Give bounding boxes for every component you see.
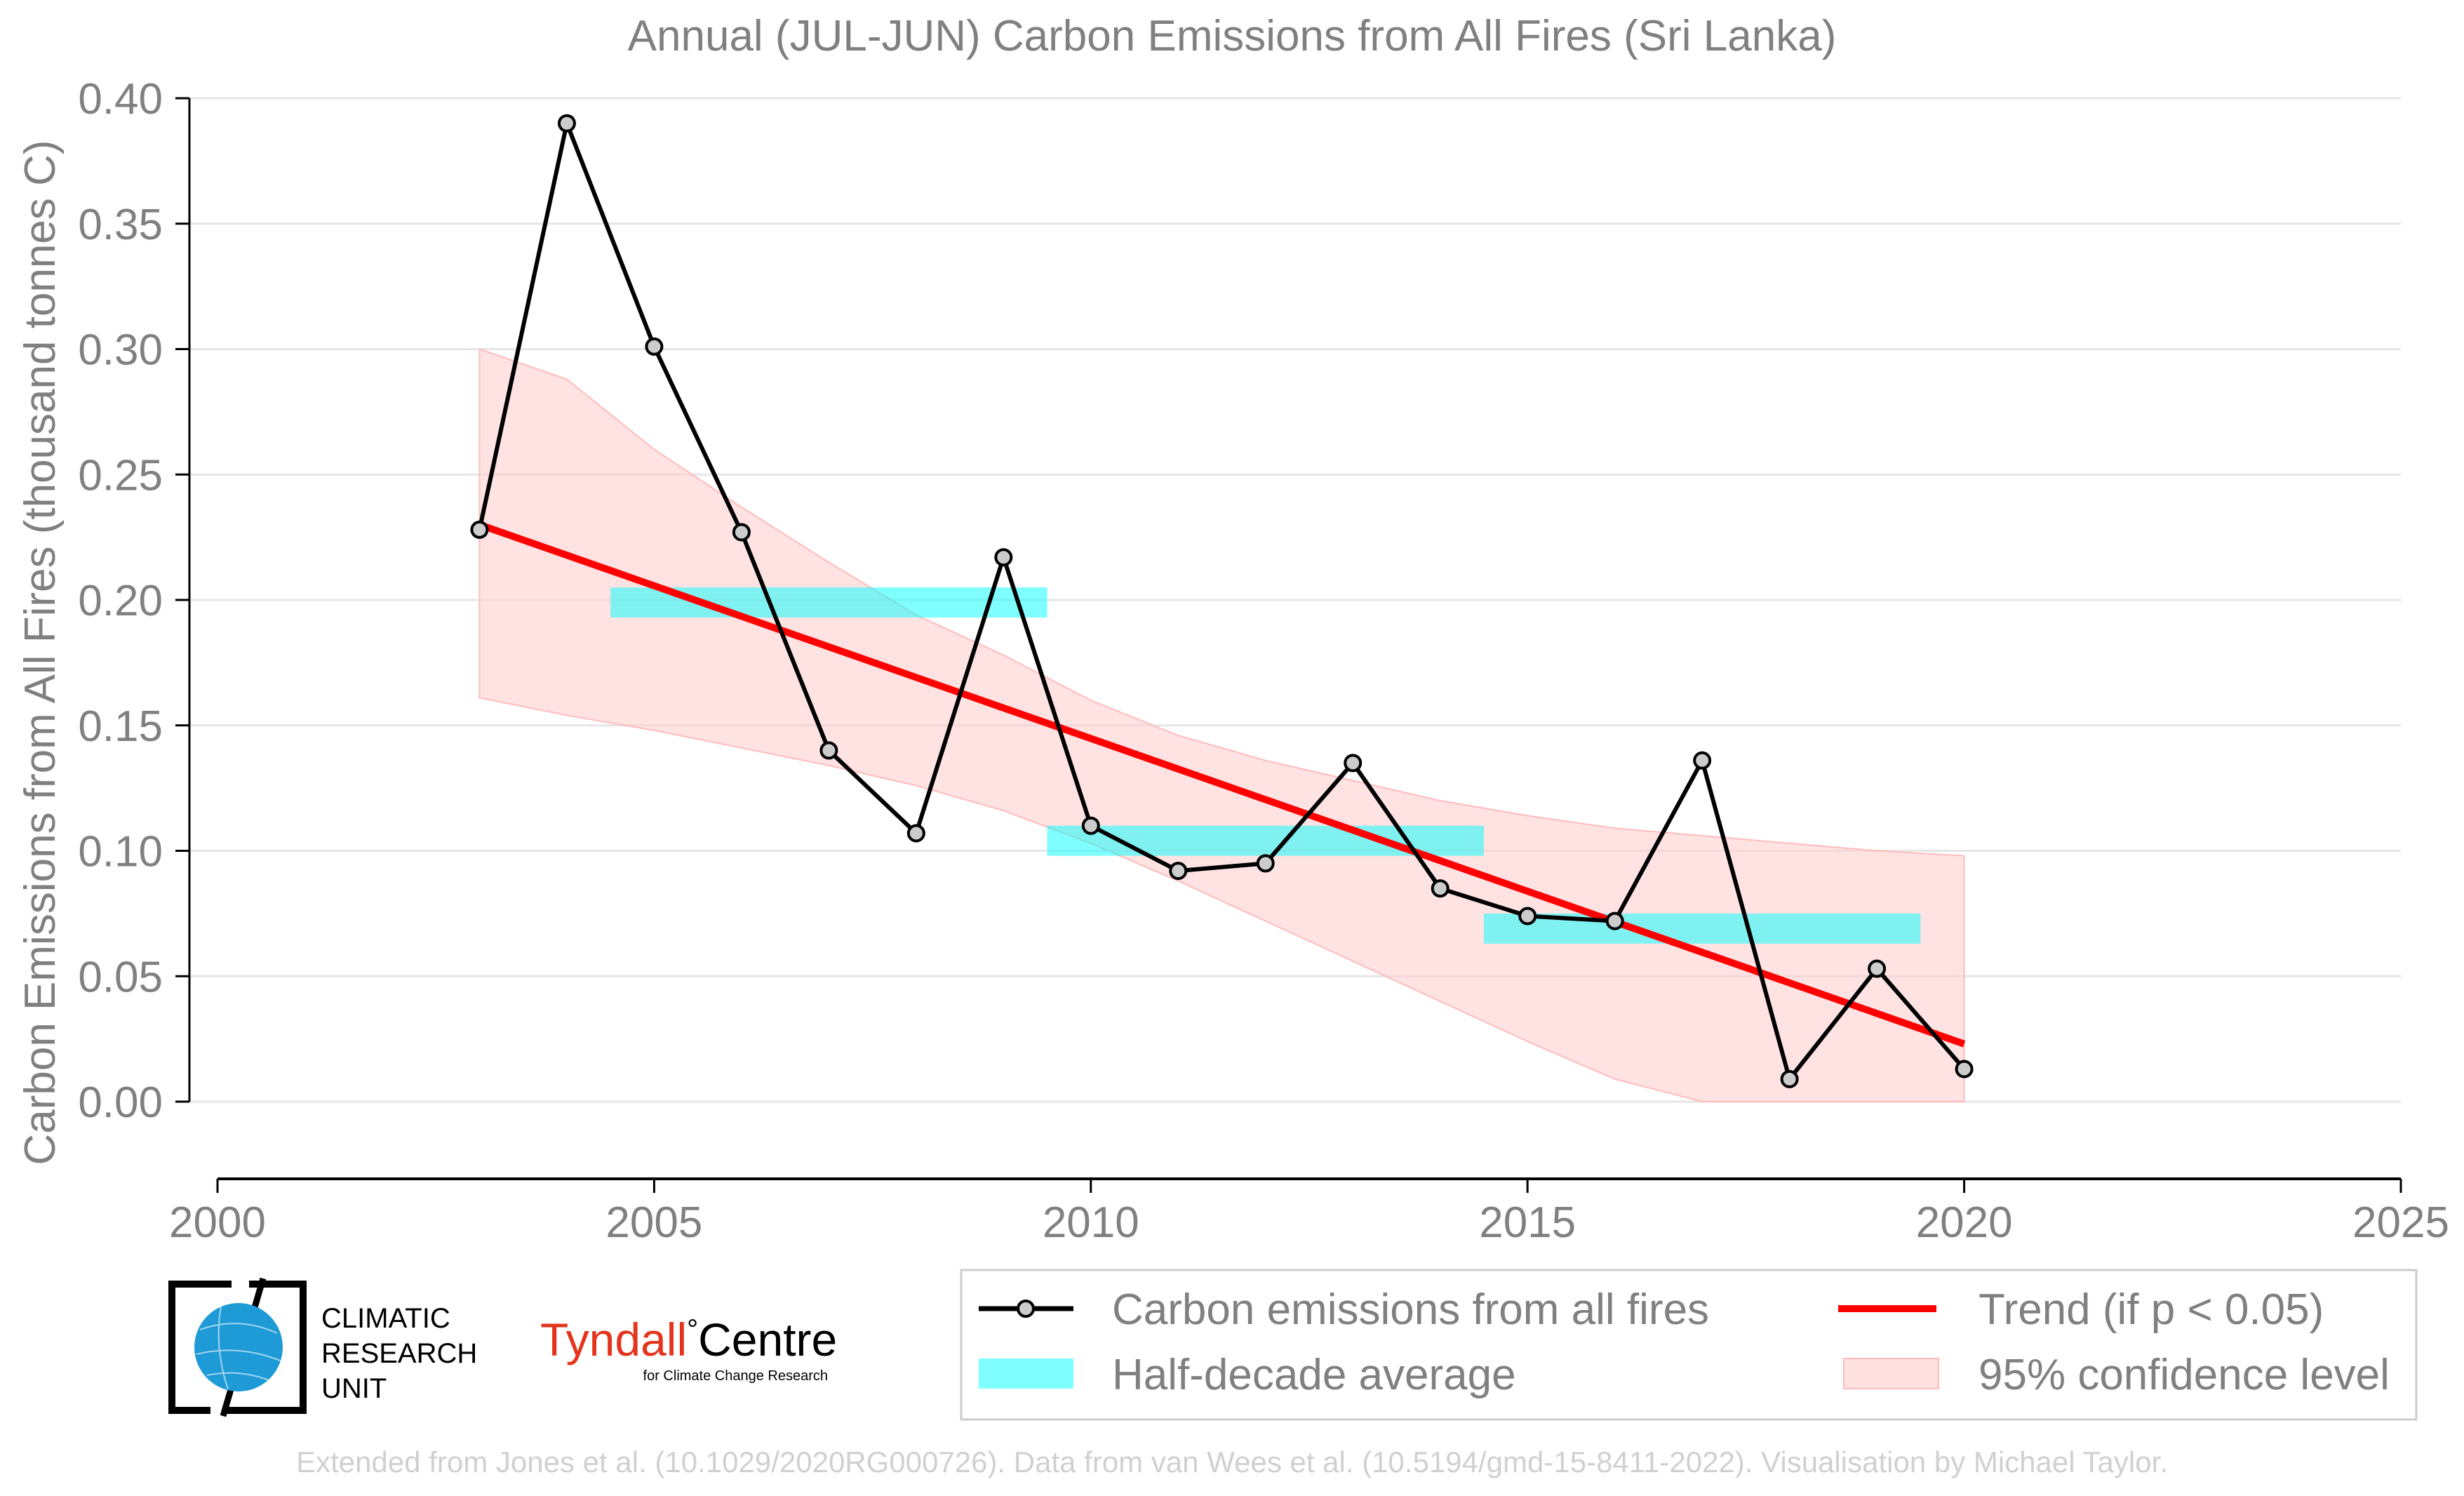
legend-swatch-confidence [1843,1358,1939,1389]
data-point [1693,751,1712,770]
emissions-series [470,114,1974,1088]
data-point [470,520,489,539]
x-tick-label: 2010 [1043,1198,1139,1247]
data-point [1868,959,1887,978]
cru-text-line-3: UNIT [321,1373,387,1404]
cru-text-line-2: RESEARCH [321,1338,477,1369]
data-point [819,741,838,760]
data-point [1256,854,1275,873]
x-tick-label: 2005 [605,1198,702,1247]
y-tick-label: 0.35 [78,201,163,249]
x-tick-label: 2015 [1479,1198,1576,1247]
chart-title: Annual (JUL-JUN) Carbon Emissions from A… [628,12,1837,60]
x-tick-label: 2025 [2352,1198,2449,1247]
y-tick-label: 0.05 [78,953,163,1001]
tyndall-subtitle: for Climate Change Research [643,1368,828,1384]
credit-text: Extended from Jones et al. (10.1029/2020… [296,1445,2168,1478]
data-point [994,548,1013,567]
legend-marker-icon [1017,1300,1035,1318]
data-point [1169,862,1188,881]
legend-label-trend: Trend (if p < 0.05) [1978,1285,2324,1334]
tick-labels: 0.00 0.05 0.10 0.15 0.20 0.25 0.30 0.35 0.40 2000… [78,75,2449,1247]
y-axis-label: Carbon Emissions from All Fires (thousan… [16,140,65,1165]
emissions-line [477,121,1966,1081]
axes [175,97,2402,1193]
trend-line [478,521,1966,1048]
tyndall-wordmark: Tyndall°Centre [540,1314,837,1365]
globe-lines-icon [196,1306,283,1390]
cru-bracket-left [168,1281,232,1414]
x-tick-label: 2000 [169,1198,266,1247]
x-tick-label: 2020 [1916,1198,2013,1247]
y-tick-label: 0.30 [78,326,163,375]
data-point [1431,879,1449,898]
legend-swatch-half-decade [979,1358,1073,1389]
trend-line-path [478,521,1966,1048]
legend: Carbon emissions from all fires Half-dec… [960,1269,2418,1421]
data-point [1780,1069,1799,1088]
y-tick-label: 0.10 [78,828,163,876]
cru-logo: CLIMATIC RESEARCH UNIT [168,1277,477,1417]
legend-box [960,1269,2418,1421]
legend-item-confidence: 95% confidence level [1843,1351,2390,1399]
cru-text-line-1: CLIMATIC [321,1303,450,1334]
legend-item-half-decade: Half-decade average [979,1351,1516,1399]
data-point [1605,911,1624,930]
legend-item-emissions: Carbon emissions from all fires [979,1285,1709,1334]
data-point [645,337,664,356]
data-point [1081,816,1100,835]
data-point [1955,1060,1974,1078]
y-tick-label: 0.40 [78,75,163,123]
legend-item-trend: Trend (if p < 0.05) [1838,1285,2324,1334]
legend-label-half-decade: Half-decade average [1112,1351,1516,1399]
data-point [906,824,925,843]
y-tick-label: 0.00 [78,1078,163,1127]
data-point [1344,754,1362,773]
legend-label-confidence: 95% confidence level [1978,1351,2390,1399]
y-tick-label: 0.20 [78,577,163,625]
globe-icon [194,1303,283,1391]
y-tick-label: 0.25 [78,451,163,500]
legend-label-emissions: Carbon emissions from all fires [1112,1285,1709,1334]
tyndall-logo: Tyndall°Centre for Climate Change Resear… [540,1314,837,1384]
data-point [732,523,751,542]
y-tick-label: 0.15 [78,702,163,751]
data-point [1518,907,1537,926]
cru-bracket-right [225,1281,307,1414]
data-point [557,114,576,133]
